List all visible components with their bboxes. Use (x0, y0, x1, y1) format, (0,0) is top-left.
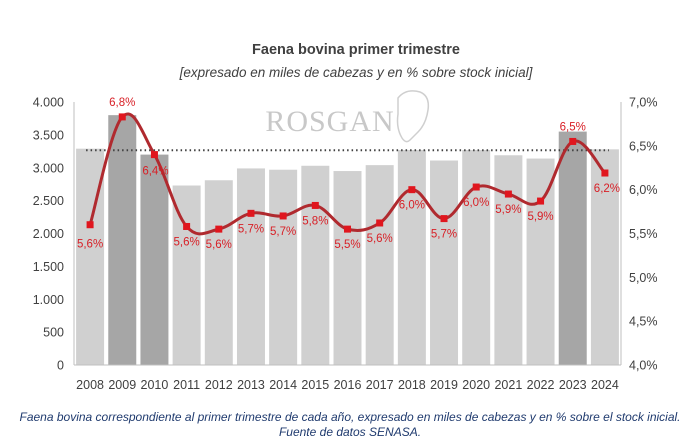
data-label-2017: 5,6% (367, 233, 393, 245)
data-labels-layer: 5,6% 6,8% 6,4% 5,6% 5,6% 5,7% 5,7% 5,8% 5,5% 5,6%… (77, 97, 620, 251)
data-label-2023: 6,5% (560, 121, 586, 133)
data-label-2014: 5,7% (270, 226, 296, 238)
right-axis-ticks: 4,0% 4,5% 5,0% 5,5% 6,0% 6,5% 7,0% (629, 96, 658, 373)
data-label-2021: 5,9% (495, 204, 521, 216)
left-tick-label: 4.000 (33, 96, 64, 110)
x-tick-label: 2021 (494, 378, 522, 392)
left-tick-label: 1.000 (33, 293, 64, 307)
figure-caption: Faena bovina correspondiente al primer t… (19, 410, 681, 439)
chart-subtitle: [expresado en miles de cabezas y en % so… (179, 65, 534, 80)
left-tick-label: 3.000 (33, 161, 64, 175)
data-label-2018: 6,0% (399, 200, 425, 212)
bar-2023 (558, 131, 587, 365)
x-tick-label: 2013 (237, 378, 265, 392)
data-label-2019: 5,7% (431, 229, 457, 241)
right-tick-label: 5,5% (629, 227, 658, 241)
bar-2015 (301, 165, 330, 365)
stock-percent-line (88, 112, 607, 236)
marker-2014 (279, 212, 287, 220)
watermark-logo: ROSGAN (265, 90, 430, 143)
x-axis-ticks: 2008 2009 2010 2011 2012 2013 2014 2015 2016 2017… (76, 378, 619, 392)
data-label-2020: 6,0% (463, 197, 489, 209)
data-label-2012: 5,6% (206, 239, 232, 251)
bar-2010 (140, 154, 169, 365)
data-label-2009: 6,8% (109, 97, 135, 109)
x-tick-label: 2014 (269, 378, 297, 392)
marker-2010 (150, 151, 158, 159)
chart-title: Faena bovina primer trimestre (252, 42, 460, 58)
marker-2008 (86, 221, 94, 229)
left-tick-label: 2.500 (33, 194, 64, 208)
bar-2009 (108, 115, 137, 366)
marker-2016 (344, 225, 351, 233)
x-tick-label: 2019 (430, 378, 458, 392)
x-tick-label: 2017 (366, 378, 394, 392)
x-tick-label: 2012 (205, 378, 233, 392)
bar-2019 (430, 160, 459, 365)
x-tick-label: 2020 (462, 378, 490, 392)
bar-2018 (397, 149, 426, 365)
data-label-2010: 6,4% (142, 166, 168, 178)
data-label-2011: 5,6% (174, 236, 200, 248)
data-label-2008: 5,6% (77, 239, 103, 251)
left-axis-ticks: 0 500 1.000 1.500 2.000 2.500 3.000 3.500 4.000 (33, 96, 64, 373)
x-tick-label: 2010 (141, 378, 169, 392)
bars-layer (76, 115, 619, 366)
marker-2020 (472, 183, 480, 191)
marker-2022 (537, 197, 545, 205)
right-tick-label: 5,0% (629, 271, 658, 285)
marker-2019 (440, 215, 448, 223)
x-tick-label: 2011 (173, 378, 200, 392)
marker-2015 (311, 201, 319, 209)
right-tick-label: 4,5% (629, 315, 658, 329)
marker-2024 (601, 169, 609, 177)
x-tick-label: 2009 (108, 378, 136, 392)
marker-2009 (118, 113, 126, 121)
left-tick-label: 3.500 (33, 128, 64, 142)
bar-2011 (172, 185, 201, 365)
data-label-2015: 5,8% (302, 215, 328, 227)
right-tick-label: 6,5% (629, 139, 658, 153)
bar-2017 (365, 165, 394, 365)
marker-2011 (183, 222, 191, 230)
x-tick-label: 2023 (559, 378, 587, 392)
x-tick-label: 2016 (334, 378, 362, 392)
left-tick-label: 1.500 (33, 260, 64, 274)
left-tick-label: 2.000 (33, 227, 64, 241)
markers-layer (86, 113, 609, 233)
marker-2017 (376, 219, 384, 227)
left-tick-label: 0 (57, 359, 64, 373)
bar-2020 (462, 149, 491, 365)
right-tick-label: 6,0% (629, 183, 658, 197)
data-label-2013: 5,7% (238, 223, 264, 235)
x-tick-label: 2022 (527, 378, 555, 392)
right-tick-label: 7,0% (629, 96, 658, 110)
data-label-2016: 5,5% (334, 239, 360, 251)
watermark-text: ROSGAN (265, 105, 394, 138)
left-tick-label: 500 (43, 326, 64, 340)
x-tick-label: 2015 (301, 378, 329, 392)
bar-2021 (494, 155, 523, 365)
chart: Faena bovina primer trimestre [expresado… (33, 42, 658, 392)
bar-2016 (333, 171, 362, 365)
x-tick-label: 2018 (398, 378, 426, 392)
marker-2013 (247, 209, 255, 217)
x-tick-label: 2008 (76, 378, 104, 392)
marker-2021 (504, 190, 512, 198)
data-label-2024: 6,2% (594, 183, 620, 195)
bar-2024 (590, 149, 619, 365)
bar-2014 (269, 169, 298, 365)
x-tick-label: 2024 (591, 378, 619, 392)
marker-2012 (215, 225, 223, 233)
cow-head-icon (396, 90, 430, 143)
bar-2012 (204, 180, 233, 365)
data-label-2022: 5,9% (527, 211, 553, 223)
marker-2023 (569, 137, 577, 145)
right-tick-label: 4,0% (629, 359, 658, 373)
bar-2013 (236, 168, 265, 365)
bar-2022 (526, 158, 555, 365)
marker-2018 (408, 186, 416, 194)
